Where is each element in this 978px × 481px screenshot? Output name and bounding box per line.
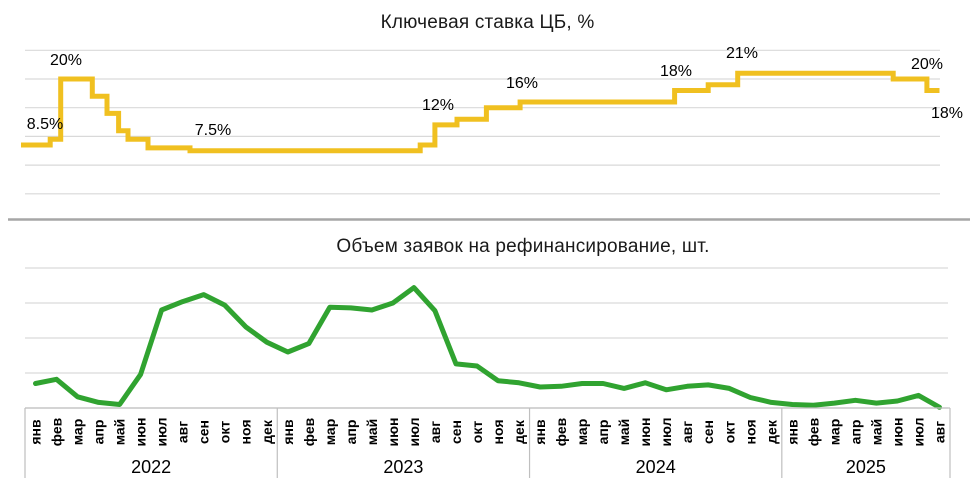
month-tick-label: апр	[847, 420, 863, 445]
month-tick-label: янв	[28, 419, 44, 445]
month-tick-label: ноя	[238, 420, 254, 445]
month-tick-label: апр	[91, 420, 107, 445]
month-tick-label: авг	[427, 421, 443, 443]
month-tick-label: ноя	[742, 420, 758, 445]
month-tick-label: июл	[911, 417, 927, 446]
month-tick-label: июн	[637, 417, 653, 446]
year-label: 2022	[131, 457, 171, 477]
month-tick-label: фев	[553, 417, 569, 446]
month-tick-label: май	[112, 419, 128, 446]
year-label: 2025	[846, 457, 886, 477]
month-tick-label: дек	[259, 419, 275, 444]
month-tick-label: сен	[448, 420, 464, 444]
month-tick-label: дек	[511, 419, 527, 444]
month-tick-label: июл	[406, 417, 422, 446]
month-tick-label: фев	[301, 417, 317, 446]
month-tick-label: июн	[133, 417, 149, 446]
month-tick-label: сен	[700, 420, 716, 444]
month-tick-label: дек	[763, 419, 779, 444]
rate-value-label: 8.5%	[27, 116, 63, 133]
month-tick-label: апр	[343, 420, 359, 445]
month-tick-label: авг	[679, 421, 695, 443]
applications-chart-title: Объем заявок на рефинансирование, шт.	[336, 236, 710, 257]
applications-line	[33, 285, 942, 410]
key-rate-line	[21, 70, 940, 154]
month-tick-label: июл	[658, 417, 674, 446]
month-tick-label: фев	[49, 417, 65, 446]
rate-value-label: 21%	[726, 45, 758, 62]
rate-value-label: 20%	[50, 52, 82, 69]
month-tick-label: фев	[805, 417, 821, 446]
year-label: 2023	[383, 457, 423, 477]
month-tick-label: мар	[322, 419, 338, 446]
month-tick-label: мар	[826, 419, 842, 446]
month-tick-label: окт	[469, 421, 485, 444]
rate-value-label: 12%	[422, 97, 454, 114]
rate-value-label: 7.5%	[195, 122, 231, 139]
month-tick-label: янв	[280, 419, 296, 445]
month-tick-label: янв	[532, 419, 548, 445]
month-tick-label: июн	[385, 417, 401, 446]
month-tick-label: ноя	[490, 420, 506, 445]
month-tick-label: янв	[784, 419, 800, 445]
year-label: 2024	[636, 457, 676, 477]
month-tick-label: сен	[196, 420, 212, 444]
month-tick-label: май	[868, 419, 884, 446]
month-tick-label: июл	[154, 417, 170, 446]
month-tick-label: мар	[70, 419, 86, 446]
month-tick-label: авг	[175, 421, 191, 443]
month-tick-label: окт	[217, 421, 233, 444]
month-tick-label: июн	[889, 417, 905, 446]
month-tick-label: апр	[595, 420, 611, 445]
month-tick-label: мар	[574, 419, 590, 446]
rate-value-label: 20%	[911, 56, 943, 73]
rate-value-label: 18%	[931, 105, 963, 122]
key-rate-chart-title: Ключевая ставка ЦБ, %	[380, 12, 595, 33]
month-tick-label: окт	[721, 421, 737, 444]
rate-value-label: 16%	[506, 75, 538, 92]
rate-value-label: 18%	[660, 63, 692, 80]
month-tick-label: авг	[932, 421, 948, 443]
month-tick-label: май	[364, 419, 380, 446]
month-tick-label: май	[616, 419, 632, 446]
